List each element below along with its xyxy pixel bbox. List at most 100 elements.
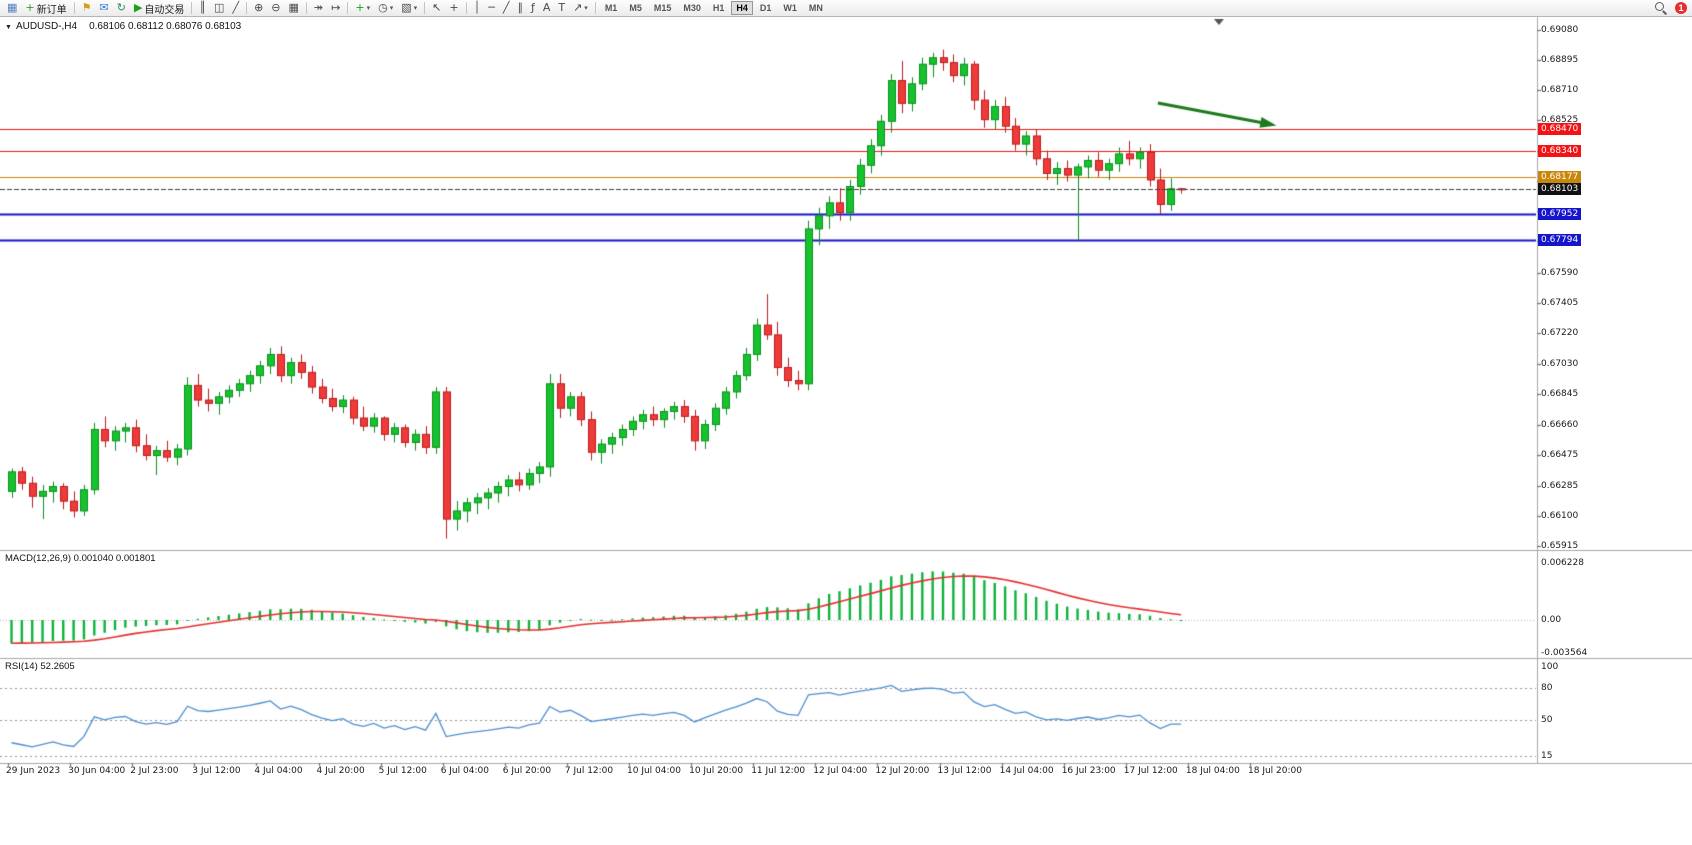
trendline-icon[interactable]: ╱ — [499, 0, 514, 17]
price-line-tag[interactable]: 0.68177 — [1538, 171, 1582, 184]
timeframe-m30[interactable]: M30 — [683, 3, 701, 13]
timeframe-m1[interactable]: M1 — [604, 3, 618, 13]
toolbar-separator — [305, 2, 307, 14]
time-axis-label: 14 Jul 04:00 — [999, 766, 1054, 776]
price-line-tag[interactable]: 0.68340 — [1538, 144, 1582, 157]
time-axis-label: 16 Jul 23:00 — [1061, 766, 1116, 776]
horizontal-line-icon: ─ — [488, 1, 495, 14]
chart-shift-icon[interactable]: ↦ — [327, 0, 344, 17]
periods-icon[interactable]: ◷ ▾ — [374, 0, 397, 17]
refresh-icon[interactable]: ↻ — [113, 0, 130, 17]
community-chat-icon: ✉ — [99, 1, 109, 14]
macd-scale-label: -0.003564 — [1541, 647, 1588, 658]
templates-icon[interactable]: ▧ ▾ — [397, 0, 421, 17]
new-chart-icon: ▦ — [7, 1, 18, 14]
symbol-ohlc-values: 0.68106 0.68112 0.68076 0.68103 — [89, 21, 242, 32]
price-line-tag[interactable]: 0.67794 — [1538, 233, 1582, 246]
price-axis-label: 0.65915 — [1541, 541, 1579, 551]
signals-horn-icon[interactable]: ⚑ — [78, 0, 96, 17]
fibonacci-icon[interactable]: ƒ — [527, 0, 539, 17]
macd-scale-label: 0.00 — [1541, 615, 1562, 625]
symbol-name: AUDUSD-,H4 — [15, 21, 78, 32]
notification-badge[interactable]: 1 — [1675, 2, 1687, 14]
autotrading-icon: ▶ — [133, 1, 143, 14]
tile-windows-icon[interactable]: ▦ — [285, 0, 303, 17]
auto-scroll-icon[interactable]: ↠ — [310, 0, 327, 17]
bar-chart-icon[interactable]: ║ — [195, 0, 210, 17]
new-order-button[interactable]: + 新订单 — [21, 0, 70, 17]
text-icon: A — [542, 1, 551, 14]
search-icon[interactable] — [1655, 2, 1667, 14]
indicators-icon[interactable]: + ▾ — [351, 0, 374, 17]
price-axis-label: 0.66845 — [1541, 389, 1579, 400]
rsi-label: RSI(14) 52.2605 — [5, 661, 75, 672]
macd-scale-label: 0.006228 — [1541, 558, 1584, 568]
time-axis-label: 5 Jul 12:00 — [378, 766, 427, 776]
text-icon[interactable]: A — [539, 0, 555, 17]
rsi-name: RSI(14) — [5, 661, 38, 672]
timeframe-m5[interactable]: M5 — [629, 3, 642, 13]
time-axis-label: 6 Jul 20:00 — [502, 766, 552, 776]
symbol-dropdown-icon[interactable]: ▼ — [5, 24, 12, 31]
price-axis-label: 0.66475 — [1541, 449, 1579, 460]
timeframe-w1[interactable]: W1 — [783, 3, 797, 13]
macd-values: 0.001040 0.001801 — [73, 553, 156, 564]
crosshair-icon[interactable]: + — [445, 0, 462, 17]
candlestick-chart-icon: ◫ — [214, 1, 225, 14]
timeframe-h1[interactable]: H1 — [712, 3, 725, 13]
toolbar: ▦ + 新订单 ⚑ ✉ ↻ ▶ 自动交易 ║ ◫ ╱ ⊕ ⊖ ▦ ↠ ↦ + ▾ ◷ ▾ ▧ ▾ ↖ + │ ─ ╱ ∥ ƒ A T ↗ ▾ M1… — [0, 0, 1692, 17]
price-line-tag[interactable]: 0.67952 — [1538, 207, 1582, 220]
time-axis-label: 13 Jul 12:00 — [937, 766, 992, 776]
text-label-icon[interactable]: T — [554, 0, 569, 17]
dropdown-caret-icon: ▾ — [413, 4, 418, 12]
equidistant-channel-icon[interactable]: ∥ — [513, 0, 527, 17]
auto-scroll-icon: ↠ — [313, 1, 324, 14]
macd-label: MACD(12,26,9) 0.001040 0.001801 — [5, 553, 156, 564]
zoom-out-icon: ⊖ — [271, 1, 281, 14]
arrows-icon[interactable]: ↗ ▾ — [569, 0, 592, 17]
time-axis-label: 3 Jul 12:00 — [192, 766, 241, 776]
line-chart-icon[interactable]: ╱ — [228, 0, 243, 17]
templates-icon: ▧ — [401, 1, 412, 14]
new-chart-icon[interactable]: ▦ — [3, 0, 21, 17]
horizontal-line-icon[interactable]: ─ — [484, 0, 499, 17]
cursor-icon[interactable]: ↖ — [428, 0, 445, 17]
price-axis-label: 0.67405 — [1541, 298, 1579, 309]
new-order-label: 新订单 — [36, 4, 67, 16]
trendline-icon: ╱ — [502, 1, 510, 14]
candlestick-chart-icon[interactable]: ◫ — [210, 0, 228, 17]
zoom-out-icon[interactable]: ⊖ — [267, 0, 284, 17]
timeframe-d1[interactable]: D1 — [759, 3, 772, 13]
price-axis-label: 0.68895 — [1541, 55, 1579, 66]
price-line-tag[interactable]: 0.68470 — [1538, 123, 1582, 136]
time-axis-label: 11 Jul 12:00 — [751, 766, 806, 776]
toolbar-separator — [424, 2, 426, 14]
rsi-scale-label: 50 — [1541, 714, 1553, 725]
timeframe-mn[interactable]: MN — [808, 3, 823, 13]
chart-shift-icon: ↦ — [331, 1, 341, 14]
price-axis-label: 0.68525 — [1541, 115, 1579, 126]
refresh-icon: ↻ — [116, 1, 126, 14]
timeframe-h4[interactable]: H4 — [731, 1, 753, 15]
rsi-scale-label: 15 — [1541, 751, 1553, 762]
toolbar-separator — [246, 2, 248, 14]
community-chat-icon[interactable]: ✉ — [96, 0, 113, 17]
signals-horn-icon: ⚑ — [81, 1, 92, 14]
price-axis-label: 0.66285 — [1541, 480, 1579, 491]
zoom-in-icon[interactable]: ⊕ — [250, 0, 267, 17]
chart-title: ▼ AUDUSD-,H4 0.68106 0.68112 0.68076 0.681… — [5, 21, 241, 32]
toolbar-separator — [73, 2, 75, 14]
time-axis-label: 18 Jul 04:00 — [1185, 766, 1240, 776]
timeframe-m15[interactable]: M15 — [653, 3, 672, 13]
dropdown-caret-icon: ▾ — [366, 4, 371, 12]
fibonacci-icon: ƒ — [530, 1, 535, 14]
autotrading-button[interactable]: ▶ 自动交易 — [130, 0, 188, 17]
rsi-scale-label: 100 — [1541, 662, 1559, 672]
toolbar-separator — [594, 2, 596, 14]
vertical-line-icon[interactable]: │ — [470, 0, 485, 17]
tile-windows-icon: ▦ — [288, 1, 299, 14]
bar-chart-icon: ║ — [199, 1, 207, 14]
current-price-tag: 0.68103 — [1538, 183, 1582, 196]
toolbar-separator — [191, 2, 193, 14]
